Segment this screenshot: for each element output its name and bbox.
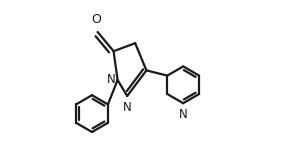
Text: N: N (123, 101, 132, 114)
Text: N: N (107, 73, 116, 86)
Text: N: N (179, 108, 188, 121)
Text: O: O (91, 13, 101, 26)
